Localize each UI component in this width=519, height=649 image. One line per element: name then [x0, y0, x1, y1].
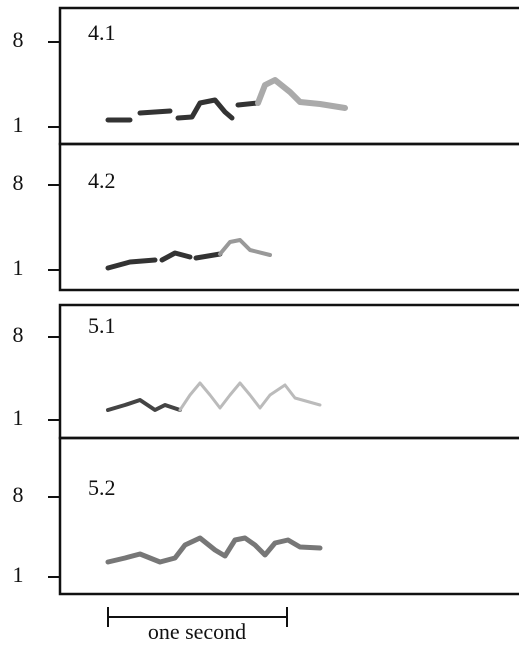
panel-frame — [60, 438, 519, 594]
trace — [180, 383, 320, 410]
panel-frame — [60, 305, 519, 438]
traces — [108, 80, 345, 562]
panel-label: 5.2 — [88, 475, 116, 500]
trace — [108, 253, 220, 268]
panel-label: 4.2 — [88, 168, 116, 193]
panel-label: 4.1 — [88, 20, 116, 45]
figure: one second 4.1 8 1 4.2 8 1 5.1 8 1 5.2 8 1 — [0, 0, 519, 649]
y-tick-label: 8 — [13, 482, 24, 507]
panel-frame — [60, 144, 519, 290]
y-tick-label: 8 — [13, 27, 24, 52]
trace — [108, 100, 258, 120]
y-tick-label: 1 — [13, 562, 24, 587]
trace — [220, 240, 270, 255]
trace — [108, 538, 320, 562]
y-tick-label: 1 — [13, 405, 24, 430]
panel-label: 5.1 — [88, 313, 116, 338]
y-tick-label: 8 — [13, 170, 24, 195]
scale-label: one second — [148, 619, 246, 644]
y-tick-label: 1 — [13, 112, 24, 137]
scale-bar: one second — [108, 607, 287, 644]
y-tick-label: 8 — [13, 322, 24, 347]
y-tick-label: 1 — [13, 255, 24, 280]
trace — [108, 400, 180, 410]
trace — [258, 80, 345, 108]
panel-frame — [60, 8, 519, 144]
